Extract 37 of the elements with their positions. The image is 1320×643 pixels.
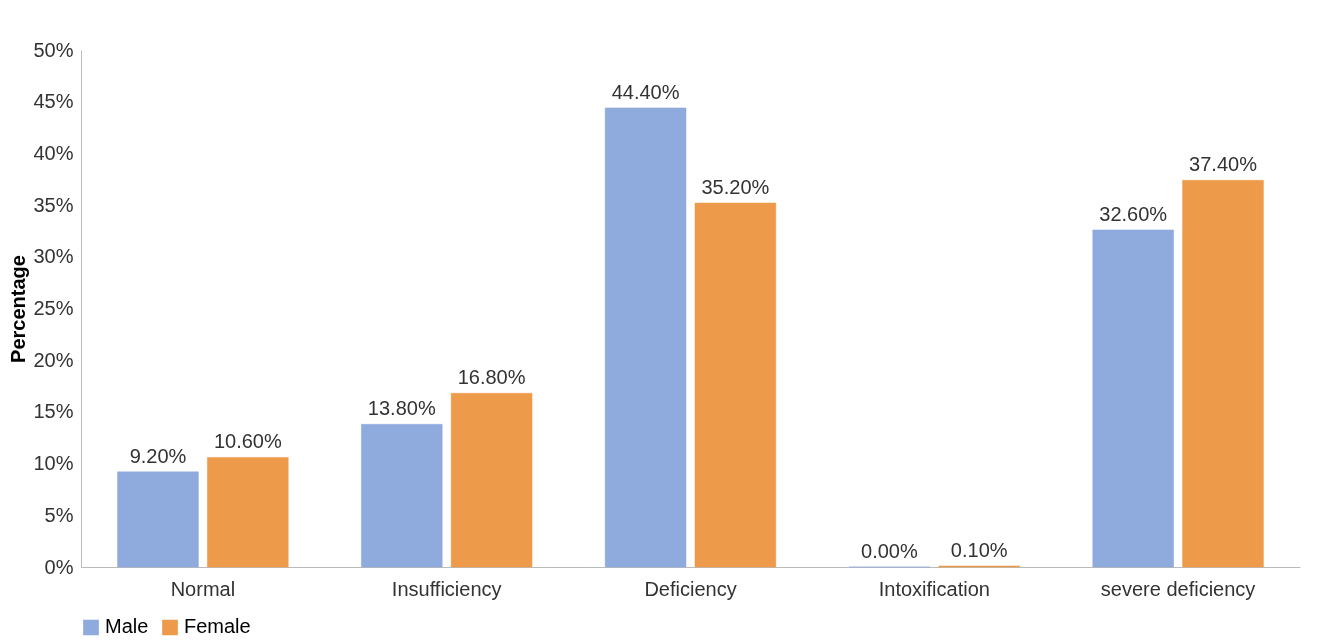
bar [117, 471, 199, 568]
y-tick-label: 25% [33, 297, 74, 319]
y-tick-label: 20% [33, 348, 74, 371]
y-tick-label: 0% [44, 555, 74, 578]
y-axis-title: Percentage [7, 255, 30, 363]
y-tick-label: 50% [33, 38, 74, 61]
legend-label: Male [105, 615, 149, 638]
bar [207, 457, 289, 568]
y-tick-label: 15% [33, 400, 74, 423]
data-label: 35.20% [701, 176, 770, 199]
data-label: 10.60% [213, 430, 282, 453]
bar [450, 393, 533, 568]
data-label: 9.20% [129, 444, 187, 467]
y-tick-label: 45% [33, 90, 74, 113]
x-tick-label: Insufficiency [391, 577, 502, 600]
y-tick-label: 40% [33, 141, 74, 164]
data-label: 13.80% [367, 397, 436, 420]
bar [361, 424, 443, 568]
legend-label: Female [184, 615, 251, 638]
x-tick-label: Deficiency [644, 577, 737, 600]
y-tick-label: 10% [33, 452, 74, 475]
y-tick-label: 5% [44, 503, 74, 526]
x-tick-label: Intoxification [878, 577, 990, 600]
y-tick-label: 35% [33, 193, 74, 216]
bar [694, 202, 777, 568]
bar [1092, 229, 1174, 568]
data-label: 37.40% [1189, 153, 1258, 176]
bar [1182, 180, 1264, 568]
data-label: 32.60% [1099, 202, 1168, 225]
x-tick-label: Normal [170, 577, 236, 600]
x-tick-label: severe deficiency [1100, 577, 1256, 600]
data-label: 0.00% [861, 540, 918, 562]
y-tick-label: 30% [33, 245, 74, 268]
data-label: 16.80% [457, 366, 526, 389]
bar [604, 107, 687, 568]
data-label: 44.40% [611, 80, 680, 103]
data-label: 0.10% [950, 538, 1008, 561]
